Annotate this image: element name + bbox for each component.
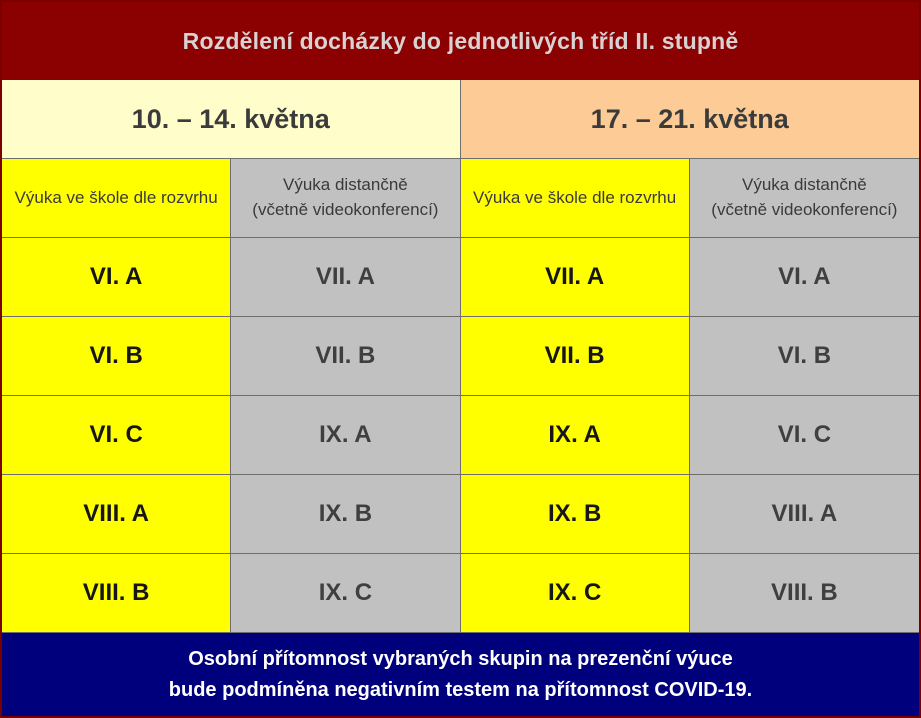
class-cell: VII. B <box>460 317 690 396</box>
distance-line1: Výuka distančně <box>283 175 408 195</box>
week-1-header: 10. – 14. května <box>2 80 461 159</box>
class-cell: VI. B <box>689 317 919 396</box>
distance-line2: (včetně videokonferencí) <box>252 200 439 219</box>
class-cell: VIII. B <box>689 554 919 633</box>
class-cell: VII. A <box>231 238 461 317</box>
class-cell: IX. A <box>231 396 461 475</box>
footer-line-2: bude podmíněna negativním testem na přít… <box>168 679 753 701</box>
schedule-grid: 10. – 14. května 17. – 21. května Výuka … <box>2 80 919 633</box>
class-cell: VI. A <box>2 238 232 317</box>
class-cell: IX. B <box>231 475 461 554</box>
class-cell: VIII. A <box>2 475 232 554</box>
class-cell: VI. C <box>2 396 232 475</box>
class-cell: VIII. A <box>689 475 919 554</box>
class-cell: VIII. B <box>2 554 232 633</box>
class-cell: IX. C <box>231 554 461 633</box>
distance-line1: Výuka distančně <box>742 175 867 195</box>
footer-line-1: Osobní přítomnost vybraných skupin na pr… <box>188 648 733 670</box>
column-header-distance-text: Výuka distančně (včetně videokonferencí) <box>711 173 897 222</box>
footer-note: Osobní přítomnost vybraných skupin na pr… <box>2 633 919 716</box>
page-title: Rozdělení docházky do jednotlivých tříd … <box>182 27 739 54</box>
column-header-distance-week2: Výuka distančně (včetně videokonferencí) <box>689 159 919 238</box>
distance-line2: (včetně videokonferencí) <box>711 200 898 219</box>
class-cell: VI. C <box>689 396 919 475</box>
class-cell: IX. B <box>460 475 690 554</box>
column-header-school-week2: Výuka ve škole dle rozvrhu <box>460 159 690 238</box>
class-cell: VII. B <box>231 317 461 396</box>
class-cell: VII. A <box>460 238 690 317</box>
week-2-header: 17. – 21. května <box>460 80 919 159</box>
column-header-school-week1: Výuka ve škole dle rozvrhu <box>2 159 232 238</box>
title-bar: Rozdělení docházky do jednotlivých tříd … <box>2 2 919 80</box>
column-header-distance-text: Výuka distančně (včetně videokonferencí) <box>252 173 438 222</box>
class-cell: IX. C <box>460 554 690 633</box>
class-cell: VI. B <box>2 317 232 396</box>
column-header-distance-week1: Výuka distančně (včetně videokonferencí) <box>231 159 461 238</box>
class-cell: VI. A <box>689 238 919 317</box>
class-cell: IX. A <box>460 396 690 475</box>
